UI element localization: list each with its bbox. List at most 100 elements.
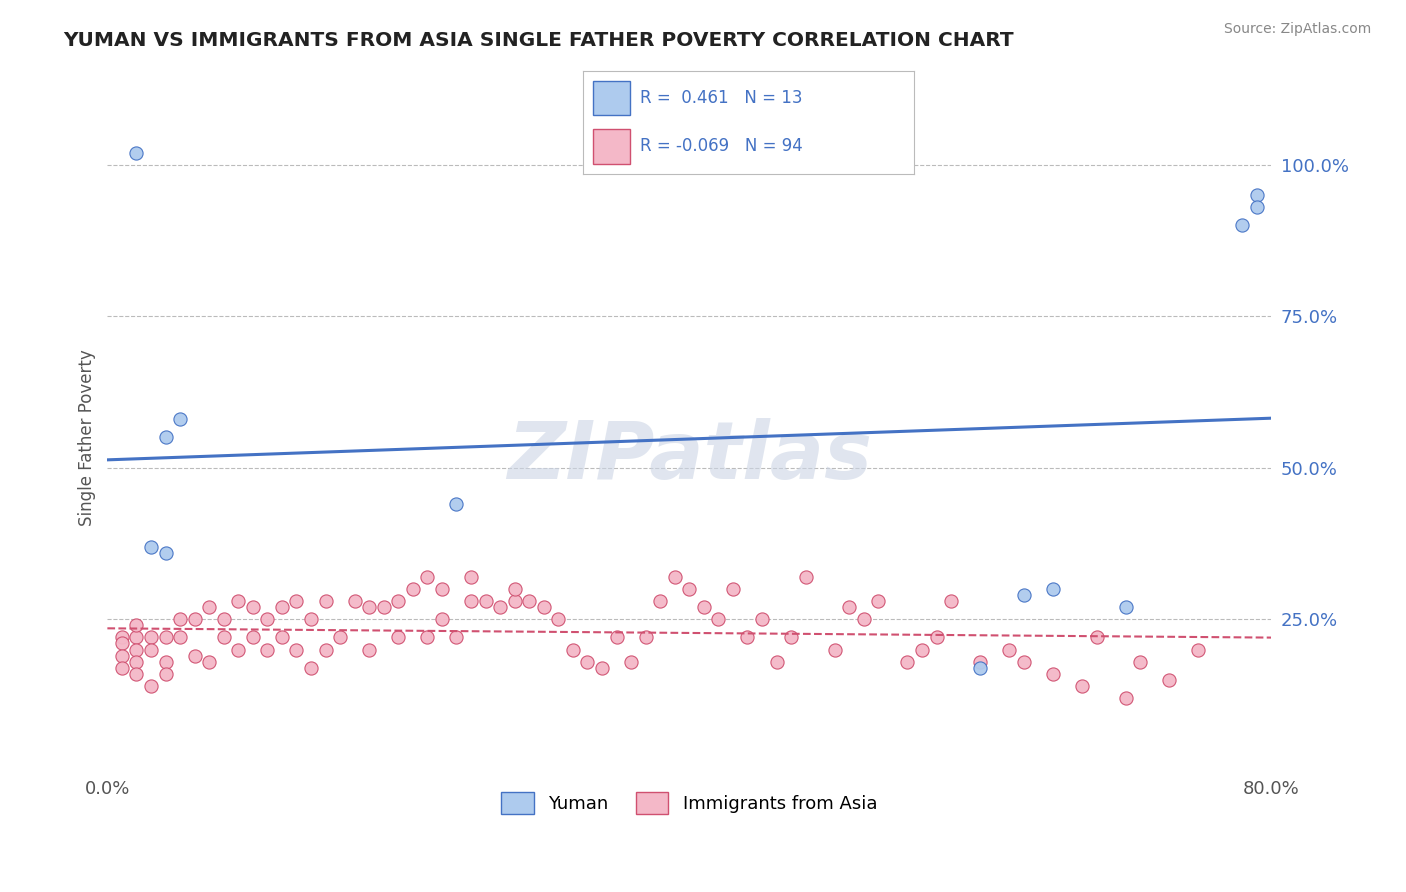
- Point: [1187, 642, 1209, 657]
- Point: [474, 594, 496, 608]
- Point: [271, 631, 294, 645]
- Point: [212, 631, 235, 645]
- Legend: Yuman, Immigrants from Asia: Yuman, Immigrants from Asia: [494, 785, 884, 822]
- Point: [969, 655, 991, 669]
- Point: [1115, 600, 1137, 615]
- Point: [198, 655, 221, 669]
- Point: [169, 631, 191, 645]
- Point: [183, 612, 205, 626]
- Point: [343, 594, 366, 608]
- Point: [794, 570, 817, 584]
- Point: [416, 631, 439, 645]
- Text: Source: ZipAtlas.com: Source: ZipAtlas.com: [1223, 22, 1371, 37]
- Point: [489, 600, 512, 615]
- Point: [721, 582, 744, 596]
- Point: [125, 666, 148, 681]
- Point: [1012, 588, 1035, 602]
- Point: [430, 582, 453, 596]
- Point: [664, 570, 686, 584]
- Point: [1246, 200, 1268, 214]
- Point: [402, 582, 425, 596]
- Point: [517, 594, 540, 608]
- Point: [315, 642, 337, 657]
- Point: [634, 631, 657, 645]
- Point: [503, 594, 526, 608]
- Point: [125, 655, 148, 669]
- Point: [852, 612, 875, 626]
- Point: [155, 631, 177, 645]
- Point: [1230, 219, 1253, 233]
- Point: [868, 594, 890, 608]
- Point: [605, 631, 627, 645]
- Point: [111, 636, 134, 650]
- Point: [155, 655, 177, 669]
- Point: [139, 540, 162, 554]
- Point: [693, 600, 716, 615]
- Y-axis label: Single Father Poverty: Single Father Poverty: [79, 349, 96, 525]
- Point: [1246, 188, 1268, 202]
- Point: [446, 631, 468, 645]
- Text: R = -0.069   N = 94: R = -0.069 N = 94: [640, 137, 803, 155]
- Point: [256, 612, 278, 626]
- Point: [329, 631, 352, 645]
- Point: [1071, 679, 1094, 693]
- Point: [111, 631, 134, 645]
- Point: [460, 570, 482, 584]
- Point: [446, 497, 468, 511]
- Point: [198, 600, 221, 615]
- Point: [111, 648, 134, 663]
- Point: [125, 642, 148, 657]
- Point: [285, 594, 308, 608]
- Point: [925, 631, 948, 645]
- Point: [212, 612, 235, 626]
- Point: [824, 642, 846, 657]
- Point: [1115, 690, 1137, 705]
- Point: [896, 655, 918, 669]
- Point: [256, 642, 278, 657]
- Point: [620, 655, 643, 669]
- Point: [373, 600, 395, 615]
- Point: [125, 145, 148, 160]
- Point: [737, 631, 759, 645]
- Point: [169, 412, 191, 426]
- Point: [547, 612, 569, 626]
- Point: [139, 631, 162, 645]
- Point: [430, 612, 453, 626]
- Point: [359, 600, 381, 615]
- Point: [125, 618, 148, 632]
- Point: [416, 570, 439, 584]
- Point: [169, 612, 191, 626]
- Point: [299, 661, 322, 675]
- Point: [111, 661, 134, 675]
- Point: [226, 594, 249, 608]
- Point: [242, 600, 264, 615]
- Point: [139, 679, 162, 693]
- Point: [969, 661, 991, 675]
- Text: YUMAN VS IMMIGRANTS FROM ASIA SINGLE FATHER POVERTY CORRELATION CHART: YUMAN VS IMMIGRANTS FROM ASIA SINGLE FAT…: [63, 31, 1014, 50]
- Point: [678, 582, 700, 596]
- Point: [911, 642, 934, 657]
- Point: [271, 600, 294, 615]
- Point: [591, 661, 613, 675]
- Point: [285, 642, 308, 657]
- Bar: [593, 128, 630, 163]
- Point: [780, 631, 803, 645]
- Point: [315, 594, 337, 608]
- Point: [533, 600, 555, 615]
- Point: [576, 655, 599, 669]
- Point: [155, 545, 177, 559]
- Point: [838, 600, 860, 615]
- Point: [1042, 666, 1064, 681]
- Point: [650, 594, 672, 608]
- Point: [299, 612, 322, 626]
- Point: [359, 642, 381, 657]
- Point: [939, 594, 962, 608]
- Point: [242, 631, 264, 645]
- Point: [139, 642, 162, 657]
- Point: [183, 648, 205, 663]
- Point: [707, 612, 730, 626]
- Point: [765, 655, 787, 669]
- Point: [460, 594, 482, 608]
- Point: [1129, 655, 1152, 669]
- Point: [561, 642, 583, 657]
